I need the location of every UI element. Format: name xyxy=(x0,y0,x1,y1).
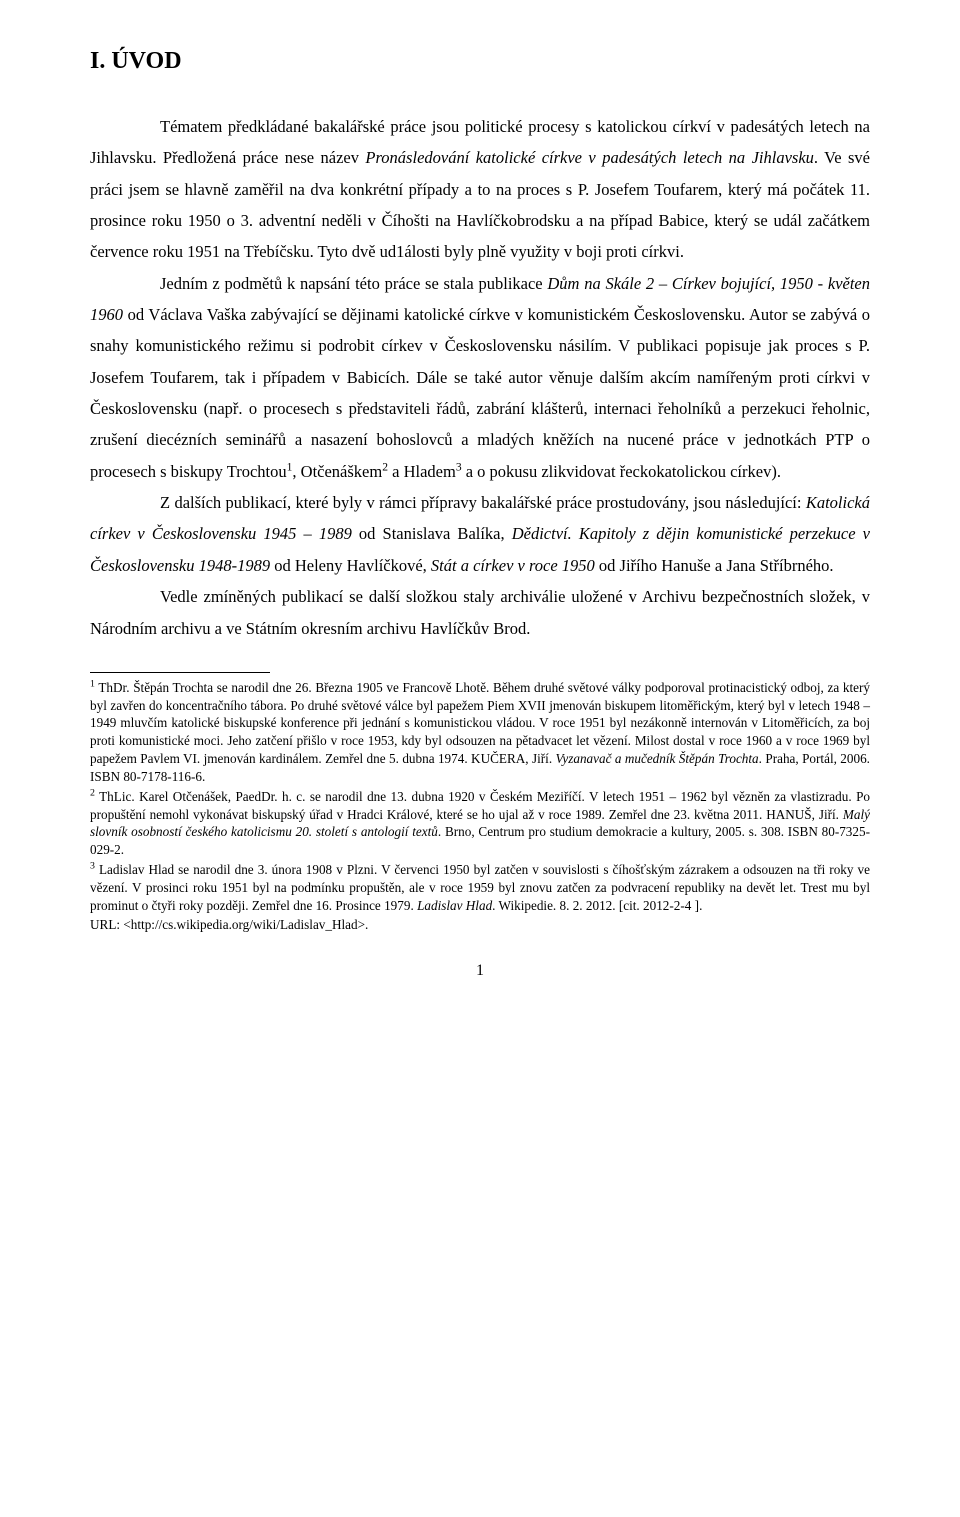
page-container: I. ÚVOD Tématem předkládané bakalářské p… xyxy=(0,0,960,1020)
footnote-marker: 1 xyxy=(90,678,95,689)
footnote-marker: 3 xyxy=(90,861,95,872)
body-paragraph: Vedle zmíněných publikací se další složk… xyxy=(90,581,870,644)
body-text: Tématem předkládané bakalářské práce jso… xyxy=(90,111,870,644)
page-number: 1 xyxy=(90,962,870,980)
italic-text: Stát a církev v roce 1950 xyxy=(431,556,595,575)
footnote-ref: 2 xyxy=(382,461,388,473)
footnote-separator xyxy=(90,672,270,673)
italic-text: Dům na Skále 2 – Církev bojující, 1950 -… xyxy=(90,274,870,324)
footnote: 2 ThLic. Karel Otčenášek, PaedDr. h. c. … xyxy=(90,788,870,859)
body-paragraph: Tématem předkládané bakalářské práce jso… xyxy=(90,111,870,268)
footnotes-block: 1 ThDr. Štěpán Trochta se narodil dne 26… xyxy=(90,679,870,934)
italic-text: Ladislav Hlad xyxy=(417,898,492,913)
section-heading: I. ÚVOD xyxy=(90,48,870,75)
italic-text: Malý slovník osobností českého katolicis… xyxy=(90,807,870,840)
footnote-ref: 3 xyxy=(456,461,462,473)
footnote-ref: 1 xyxy=(287,461,293,473)
body-paragraph: Jedním z podmětů k napsání této práce se… xyxy=(90,268,870,487)
italic-text: Pronásledování katolické církve v padesá… xyxy=(365,148,813,167)
italic-text: Vyzanavač a mučedník Štěpán Trochta xyxy=(556,751,759,766)
body-paragraph: Z dalších publikací, které byly v rámci … xyxy=(90,487,870,581)
footnote-marker: 2 xyxy=(90,787,95,798)
footnote-url: URL: <http://cs.wikipedia.org/wiki/Ladis… xyxy=(90,916,870,934)
footnote: 3 Ladislav Hlad se narodil dne 3. února … xyxy=(90,861,870,914)
footnote: 1 ThDr. Štěpán Trochta se narodil dne 26… xyxy=(90,679,870,786)
